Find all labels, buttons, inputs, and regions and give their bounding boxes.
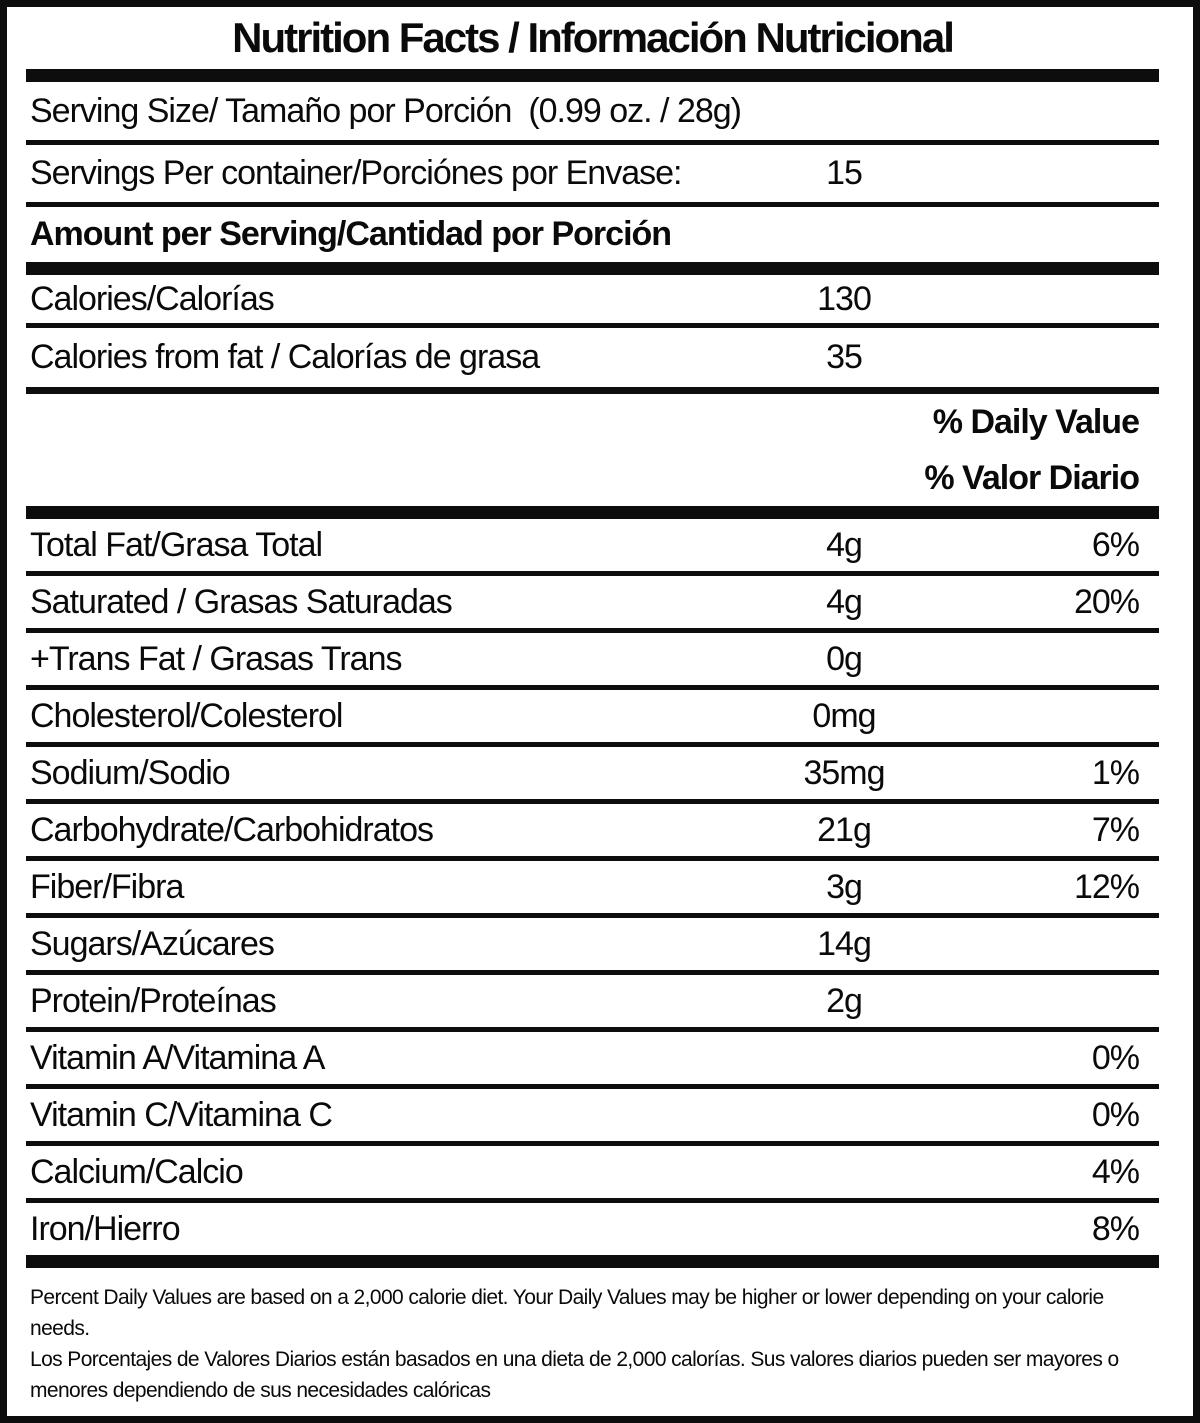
nutrient-daily-value: 1% <box>1091 753 1140 792</box>
divider-thin <box>26 1198 1159 1203</box>
nutrient-amount: 3g <box>826 867 863 906</box>
divider-thin <box>26 571 1159 576</box>
divider-thin <box>26 1084 1159 1089</box>
serving-size-text: Serving Size/ Tamaño por Porción (0.99 o… <box>30 91 742 130</box>
nutrient-daily-value: 7% <box>1091 810 1140 849</box>
nutrient-label: Vitamin C/Vitamina C <box>30 1095 333 1134</box>
divider-thick <box>26 506 1159 519</box>
nutrient-label: Fiber/Fibra <box>30 867 184 906</box>
nutrient-amount: 0mg <box>812 696 876 735</box>
nutrient-label: Calcium/Calcio <box>30 1152 244 1191</box>
nutrient-daily-value: 0% <box>1091 1095 1140 1134</box>
divider-thin <box>26 913 1159 918</box>
calories-value: 130 <box>817 279 872 318</box>
calories-label: Calories/Calorías <box>30 279 275 318</box>
nutrient-label: Iron/Hierro <box>30 1209 181 1248</box>
daily-value-header-spanish: % Valor Diario <box>924 459 1140 497</box>
nutrient-amount: 4g <box>826 525 863 564</box>
nutrient-daily-value: 4% <box>1091 1152 1140 1191</box>
footnote-spanish: Los Porcentajes de Valores Diarios están… <box>30 1348 1119 1402</box>
nutrient-row: Total Fat/Grasa Total 4g 6% <box>26 519 1159 571</box>
nutrient-label: Vitamin A/Vitamina A <box>30 1038 325 1077</box>
nutrient-row: +Trans Fat / Grasas Trans 0g <box>26 633 1159 685</box>
calories-from-fat-label: Calories from fat / Calorías de grasa <box>30 338 540 376</box>
label-content: Nutrition Facts / Información Nutriciona… <box>26 7 1159 1416</box>
nutrient-row: Sodium/Sodio 35mg 1% <box>26 747 1159 799</box>
nutrient-row: Cholesterol/Colesterol 0mg <box>26 690 1159 742</box>
nutrient-label: Carbohydrate/Carbohidratos <box>30 810 434 849</box>
nutrient-daily-value: 6% <box>1091 525 1140 564</box>
nutrient-amount: 4g <box>826 582 863 621</box>
nutrient-label: Protein/Proteínas <box>30 981 277 1020</box>
divider-thin <box>26 1027 1159 1032</box>
divider-thick <box>26 1255 1159 1268</box>
divider-thin <box>26 628 1159 633</box>
nutrient-label: Sodium/Sodio <box>30 753 231 792</box>
divider-thin <box>26 970 1159 975</box>
daily-value-header-english: % Daily Value <box>932 403 1140 441</box>
nutrient-daily-value: 12% <box>1073 867 1140 906</box>
servings-per-container-label: Servings Per container/Porciónes por Env… <box>30 154 682 192</box>
daily-value-header: % Daily Value % Valor Diario <box>26 394 1159 506</box>
divider-thin <box>26 742 1159 747</box>
nutrient-row: Fiber/Fibra 3g 12% <box>26 861 1159 913</box>
nutrient-amount: 2g <box>826 981 863 1020</box>
nutrient-label: +Trans Fat / Grasas Trans <box>30 639 402 678</box>
divider-thin <box>26 202 1159 207</box>
label-title: Nutrition Facts / Información Nutriciona… <box>232 14 955 61</box>
nutrient-label: Total Fat/Grasa Total <box>30 525 323 564</box>
nutrient-amount: 14g <box>817 924 872 963</box>
nutrient-row: Vitamin C/Vitamina C 0% <box>26 1089 1159 1141</box>
nutrients-table: Total Fat/Grasa Total 4g 6% Saturated / Gra… <box>26 519 1159 1255</box>
nutrient-row: Saturated / Grasas Saturadas 4g 20% <box>26 576 1159 628</box>
divider-thin <box>26 1141 1159 1146</box>
nutrient-daily-value: 0% <box>1091 1038 1140 1077</box>
divider-medium <box>26 387 1159 394</box>
servings-per-container-row: Servings Per container/Porciónes por Env… <box>26 145 1159 202</box>
serving-size-row: Serving Size/ Tamaño por Porción (0.99 o… <box>26 82 1159 140</box>
nutrient-row: Carbohydrate/Carbohidratos 21g 7% <box>26 804 1159 856</box>
nutrient-amount: 0g <box>826 639 863 678</box>
divider-thin <box>26 323 1159 328</box>
nutrient-row: Protein/Proteínas 2g <box>26 975 1159 1027</box>
divider-thin <box>26 856 1159 861</box>
nutrient-row: Iron/Hierro 8% <box>26 1203 1159 1255</box>
nutrient-amount: 35mg <box>803 753 885 792</box>
nutrient-label: Cholesterol/Colesterol <box>30 696 344 735</box>
divider-thick <box>26 69 1159 82</box>
amount-per-serving-row: Amount per Serving/Cantidad por Porción <box>26 207 1159 262</box>
divider-thin <box>26 685 1159 690</box>
nutrient-row: Vitamin A/Vitamina A 0% <box>26 1032 1159 1084</box>
nutrient-label: Saturated / Grasas Saturadas <box>30 582 453 621</box>
nutrient-daily-value: 8% <box>1091 1209 1140 1248</box>
nutrient-row: Sugars/Azúcares 14g <box>26 918 1159 970</box>
divider-thin <box>26 140 1159 145</box>
calories-row: Calories/Calorías 130 <box>26 275 1159 323</box>
calories-from-fat-row: Calories from fat / Calorías de grasa 35 <box>26 328 1159 387</box>
nutrient-row: Calcium/Calcio 4% <box>26 1146 1159 1198</box>
nutrient-amount: 21g <box>817 810 872 849</box>
nutrient-label: Sugars/Azúcares <box>30 924 275 963</box>
servings-per-container-value: 15 <box>826 154 863 192</box>
divider-thick <box>26 262 1159 275</box>
footnote-english: Percent Daily Values are based on a 2,00… <box>30 1286 1104 1340</box>
footnotes: Percent Daily Values are based on a 2,00… <box>26 1268 1159 1406</box>
divider-thin <box>26 799 1159 804</box>
amount-per-serving-heading: Amount per Serving/Cantidad por Porción <box>30 215 672 253</box>
calories-from-fat-value: 35 <box>826 338 863 376</box>
nutrient-daily-value: 20% <box>1073 582 1140 621</box>
